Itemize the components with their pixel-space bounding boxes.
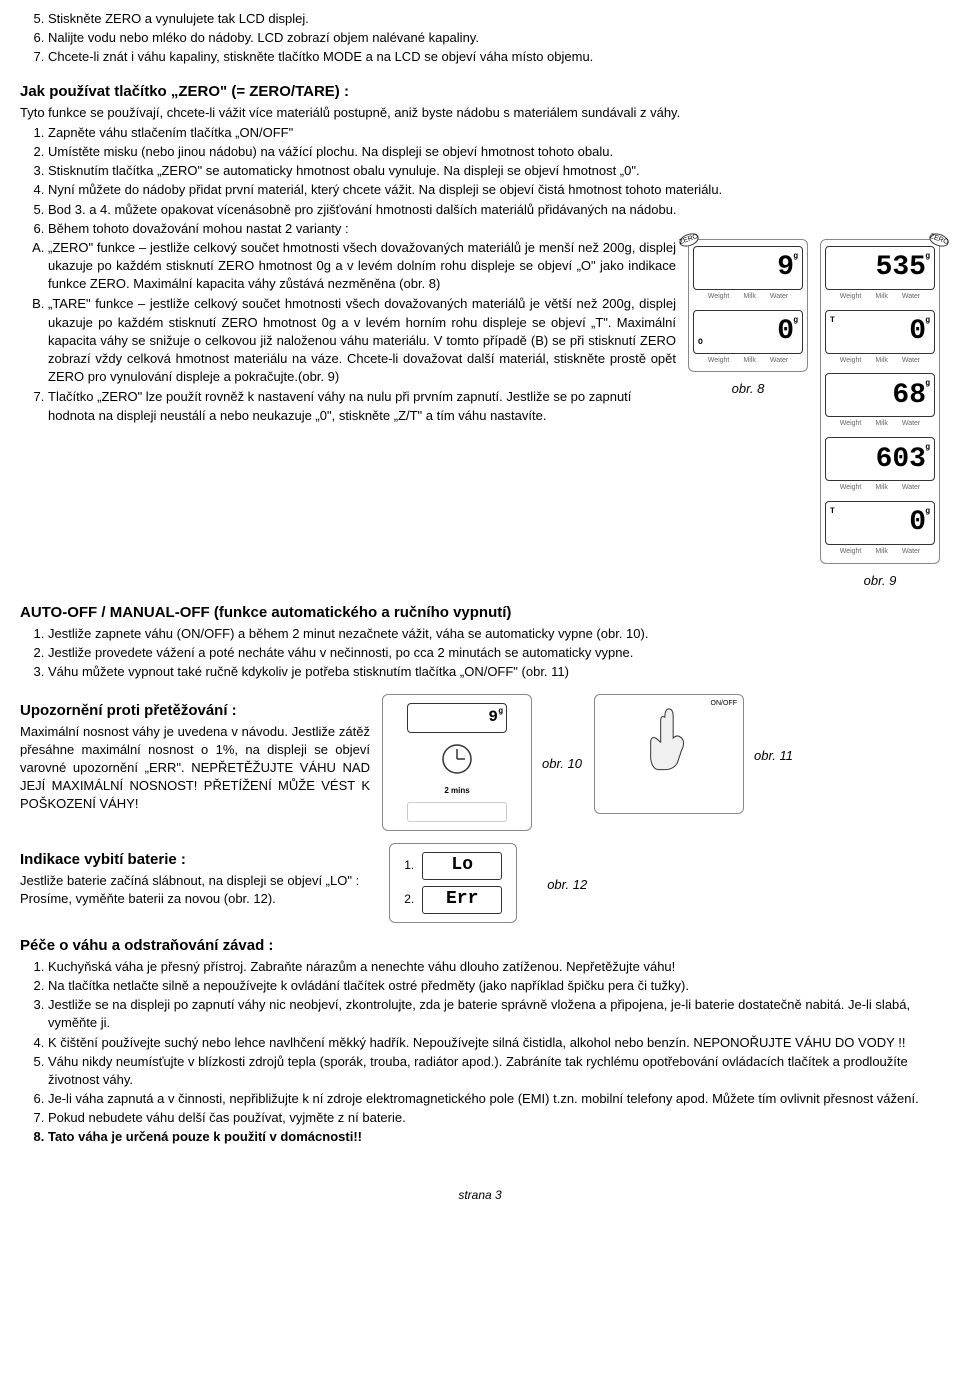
lcd-screen: 68g [825, 373, 935, 417]
zero-step-3: Stisknutím tlačítka „ZERO" se automatick… [48, 162, 940, 180]
care-6: Je-li váha zapnutá a v činnosti, nepřibl… [48, 1090, 940, 1108]
battery-line1: Jestliže baterie začíná slábnout, na dis… [20, 872, 359, 890]
lcd-screen: O 0 g [693, 310, 803, 354]
care-7: Pokud nebudete váhu delší čas používat, … [48, 1109, 940, 1127]
autooff-title: AUTO-OFF / MANUAL-OFF (funkce automatick… [20, 602, 940, 623]
lcd-screen: 603g [825, 437, 935, 481]
battery-title: Indikace vybití baterie : [20, 849, 359, 870]
fig9-label: obr. 9 [864, 572, 897, 590]
top-steps: Stiskněte ZERO a vynulujete tak LCD disp… [20, 10, 940, 67]
figure-10: 9g 2 mins [382, 694, 532, 831]
battery-line2: Prosíme, vyměňte baterii za novou (obr. … [20, 890, 359, 908]
clock-icon [437, 739, 477, 779]
step-5: Stiskněte ZERO a vynulujete tak LCD disp… [48, 10, 940, 28]
zero-step-7: Tlačítko „ZERO" lze použít rovněž k nast… [48, 388, 676, 424]
care-4: K čištění používejte suchý nebo lehce na… [48, 1034, 940, 1052]
care-1: Kuchyňská váha je přesný přístroj. Zabra… [48, 958, 940, 976]
figure-11: ON/OFF [594, 694, 744, 814]
figure-12: 1.Lo 2.Err [389, 843, 517, 923]
zero-steps: Zapněte váhu stlačením tlačítka „ON/OFF"… [20, 124, 940, 238]
lcd-screen: T0g [825, 501, 935, 545]
care-title: Péče o váhu a odstraňování závad : [20, 935, 940, 956]
overload-text: Maximální nosnost váhy je uvedena v návo… [20, 723, 370, 814]
zero-section: Jak používat tlačítko „ZERO" (= ZERO/TAR… [20, 81, 940, 590]
care-section: Péče o váhu a odstraňování závad : Kuchy… [20, 935, 940, 1147]
care-3: Jestliže se na displeji po zapnutí váhy … [48, 996, 940, 1032]
autooff-3: Váhu můžete vypnout také ručně kdykoliv … [48, 663, 940, 681]
zero-variants: „ZERO" funkce – jestliže celkový součet … [20, 239, 676, 387]
lcd-screen: T0g [825, 310, 935, 354]
battery-section: Indikace vybití baterie : Jestliže bater… [20, 843, 940, 923]
variant-b: „TARE" funkce – jestliže celkový součet … [48, 295, 676, 386]
zero-step-5: Bod 3. a 4. můžete opakovat vícenásobně … [48, 201, 940, 219]
variant-a: „ZERO" funkce – jestliže celkový součet … [48, 239, 676, 294]
figure-9: ZERO 535g WeightMilkWater T0g WeightMilk… [820, 239, 940, 590]
zero-step-4: Nyní můžete do nádoby přidat první mater… [48, 181, 940, 199]
hand-press-icon [644, 703, 694, 773]
zero-title: Jak používat tlačítko „ZERO" (= ZERO/TAR… [20, 81, 940, 102]
autooff-1: Jestliže zapnete váhu (ON/OFF) a během 2… [48, 625, 940, 643]
fig11-label: obr. 11 [754, 747, 793, 765]
fig10-label: obr. 10 [542, 755, 582, 773]
care-2: Na tlačítka netlačte silně a nepoužívejt… [48, 977, 940, 995]
fig12-label: obr. 12 [547, 876, 587, 894]
lcd-screen: 535g [825, 246, 935, 290]
zero-step-1: Zapněte váhu stlačením tlačítka „ON/OFF" [48, 124, 940, 142]
care-8: Tato váha je určená pouze k použití v do… [48, 1128, 940, 1146]
step-7: Chcete-li znát i váhu kapaliny, stisknět… [48, 48, 940, 66]
step-6: Nalijte vodu nebo mléko do nádoby. LCD z… [48, 29, 940, 47]
autooff-section: AUTO-OFF / MANUAL-OFF (funkce automatick… [20, 602, 940, 682]
overload-title: Upozornění proti přetěžování : [20, 700, 370, 721]
zero-step-2: Umístěte misku (nebo jinou nádobu) na vá… [48, 143, 940, 161]
lcd-screen: 9 g [693, 246, 803, 290]
autooff-2: Jestliže provedete vážení a poté necháte… [48, 644, 940, 662]
zero-intro: Tyto funkce se používají, chcete-li váži… [20, 104, 940, 122]
zero-step-6: Během tohoto dovažování mohou nastat 2 v… [48, 220, 940, 238]
fig8-label: obr. 8 [732, 380, 765, 398]
figure-8: ZERO 9 g WeightMilkWater O 0 g WeightMil… [688, 239, 808, 399]
care-5: Váhu nikdy neumísťujte v blízkosti zdroj… [48, 1053, 940, 1089]
page-footer: strana 3 [20, 1187, 940, 1204]
overload-row: Upozornění proti přetěžování : Maximální… [20, 694, 940, 831]
